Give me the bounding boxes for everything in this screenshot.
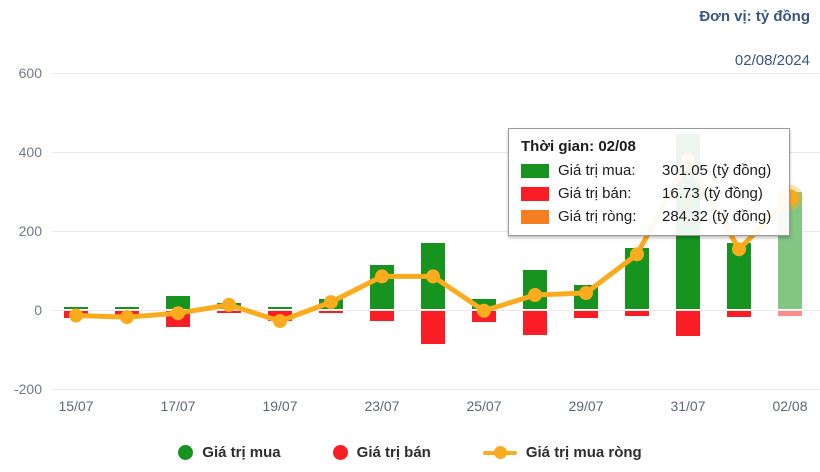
y-axis-label-0: 0 (34, 302, 42, 318)
sell-bar-31-07[interactable] (676, 311, 700, 337)
tooltip-swatch-0 (521, 163, 549, 178)
date-label: 02/08/2024 (734, 52, 810, 69)
x-axis-label-31-07: 31/07 (670, 398, 706, 414)
chart-tooltip: Thời gian: 02/08 Giá trị mua: 301.05 (tỷ … (508, 128, 790, 236)
sell-bar-29-07[interactable] (574, 311, 598, 318)
buy-bar-19-07[interactable] (268, 307, 292, 309)
sell-bar-26-07[interactable] (523, 311, 547, 335)
x-axis-label-19-07: 19/07 (262, 398, 298, 414)
sell-bar-30-07[interactable] (625, 311, 649, 317)
x-axis-label-25-07: 25/07 (466, 398, 502, 414)
tooltip-row-value: 16.73 (tỷ đồng) (662, 185, 763, 202)
legend-line-dot-icon (482, 445, 517, 460)
sell-bar-15-07[interactable] (64, 311, 88, 318)
sell-bar-02-08[interactable] (778, 311, 802, 317)
legend-item-1[interactable]: Giá trị bán (332, 443, 431, 461)
legend-circle-icon (178, 444, 194, 460)
sell-bar-23-07[interactable] (370, 311, 394, 321)
y-axis-label-200: 200 (18, 223, 42, 239)
y-axis-label-600: 600 (18, 65, 42, 81)
sell-bar-19-07[interactable] (268, 311, 292, 322)
tooltip-row-label: Giá trị ròng: (558, 208, 637, 225)
sell-bar-18-07[interactable] (217, 311, 241, 313)
y-axis-label--200: -200 (13, 381, 42, 397)
tooltip-row-2: Giá trị ròng: 284.32 (tỷ đồng) (521, 208, 777, 225)
tooltip-title: Thời gian: 02/08 (521, 138, 636, 155)
legend-label: Giá trị mua (202, 443, 281, 461)
x-axis-label-17-07: 17/07 (160, 398, 196, 414)
buy-bar-25-07[interactable] (472, 298, 496, 309)
buy-bar-29-07[interactable] (574, 285, 598, 309)
x-axis-label-29-07: 29/07 (568, 398, 604, 414)
tooltip-swatch-1 (521, 186, 549, 201)
tooltip-row-1: Giá trị bán: 16.73 (tỷ đồng) (521, 185, 777, 202)
y-axis-label-400: 400 (18, 144, 42, 160)
buy-bar-17-07[interactable] (166, 296, 190, 309)
sell-bar-01-08[interactable] (727, 311, 751, 317)
buy-bar-23-07[interactable] (370, 265, 394, 309)
gridline-y--200 (52, 388, 820, 390)
legend-item-2[interactable]: Giá trị mua ròng (482, 443, 642, 461)
buy-bar-01-08[interactable] (727, 242, 751, 309)
sell-bar-17-07[interactable] (166, 311, 190, 327)
buy-bar-18-07[interactable] (217, 303, 241, 309)
buy-bar-26-07[interactable] (523, 270, 547, 309)
legend-label: Giá trị bán (356, 443, 431, 461)
unit-label: Đơn vị: tỷ đồng (699, 8, 810, 25)
legend-label: Giá trị mua ròng (525, 443, 642, 461)
legend-circle-icon (332, 444, 348, 460)
sell-bar-22-07[interactable] (319, 311, 343, 314)
tooltip-swatch-2 (521, 209, 549, 224)
buy-bar-24-07[interactable] (421, 242, 445, 309)
legend-dot (493, 445, 507, 459)
tooltip-row-0: Giá trị mua: 301.05 (tỷ đồng) (521, 162, 777, 179)
x-axis-label-02-08: 02/08 (772, 398, 808, 414)
gridline-y-600 (52, 72, 820, 74)
gridline-y-400 (52, 151, 820, 153)
buy-bar-22-07[interactable] (319, 298, 343, 309)
buy-bar-15-07[interactable] (64, 307, 88, 309)
legend-item-0[interactable]: Giá trị mua (178, 443, 281, 461)
sell-bar-25-07[interactable] (472, 311, 496, 323)
buy-bar-16-07[interactable] (115, 307, 139, 309)
buy-bar-30-07[interactable] (625, 248, 649, 309)
tooltip-row-value: 301.05 (tỷ đồng) (662, 162, 772, 179)
sell-bar-16-07[interactable] (115, 311, 139, 318)
tooltip-row-value: 284.32 (tỷ đồng) (662, 208, 772, 225)
chart-legend: Giá trị mua Giá trị bán Giá trị mua ròng (0, 437, 820, 467)
sell-bar-24-07[interactable] (421, 311, 445, 344)
tooltip-row-label: Giá trị bán: (558, 185, 632, 202)
tooltip-row-label: Giá trị mua: (558, 162, 636, 179)
x-axis-label-15-07: 15/07 (58, 398, 94, 414)
x-axis-label-23-07: 23/07 (364, 398, 400, 414)
